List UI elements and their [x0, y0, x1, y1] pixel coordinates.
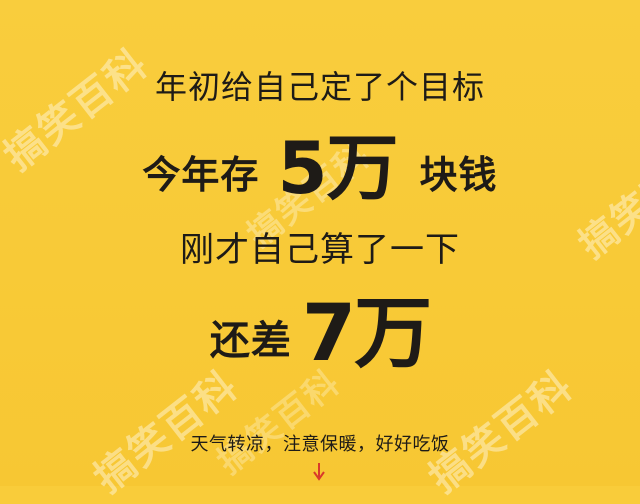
watermark-text: 搞笑百科: [421, 362, 582, 502]
arrow-down-icon: [313, 463, 325, 481]
savings-suffix: 块钱: [419, 153, 498, 197]
savings-amount: 5万: [277, 126, 398, 210]
shortfall-prefix: 还差: [209, 318, 292, 364]
savings-target-line: 今年存 5万 块钱: [0, 127, 640, 207]
shortfall-line: 还差 7万: [0, 290, 640, 376]
savings-prefix: 今年存: [142, 153, 260, 197]
shortfall-amount: 7万: [301, 289, 432, 379]
headline-goal: 年初给自己定了个目标: [154, 68, 485, 106]
calculation-line: 刚才自己算了一下: [180, 230, 460, 270]
footer-caption: 天气转凉，注意保暖，好好吃饭: [190, 434, 450, 455]
